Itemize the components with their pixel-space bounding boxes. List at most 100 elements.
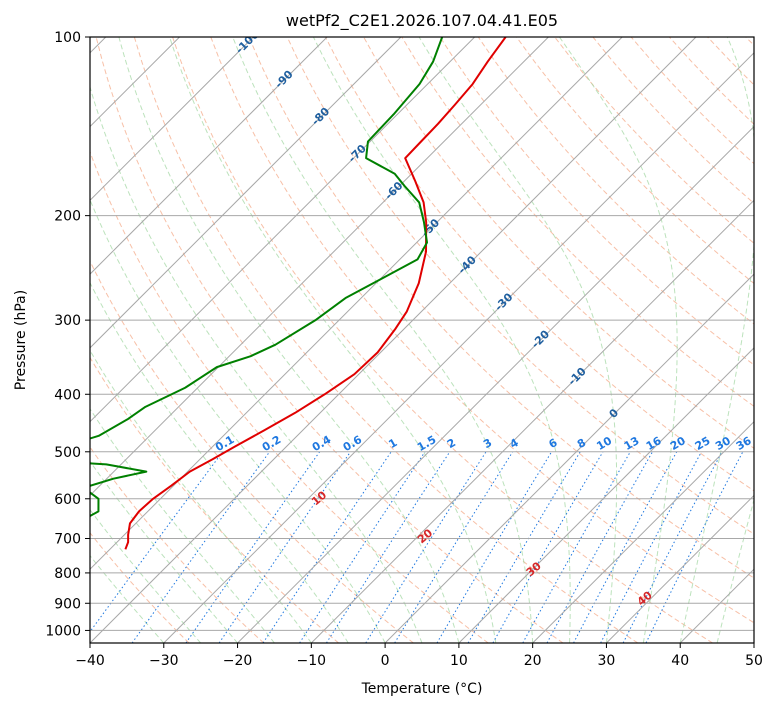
- moist-adiabat-line: [679, 37, 754, 643]
- x-tick-label: 40: [671, 653, 689, 669]
- isotherm-line: [90, 37, 254, 202]
- moist-adiabat-line: [90, 198, 386, 643]
- dry-adiabat-line: [324, 37, 754, 492]
- isotherm-line: [753, 642, 754, 643]
- mixing-ratio-line: [467, 451, 581, 643]
- temperature-profile: [124, 37, 507, 550]
- y-tick-label: 700: [54, 532, 81, 548]
- x-axis-label: Temperature (°C): [361, 681, 483, 697]
- x-tick-label: −30: [149, 653, 179, 669]
- mixing-ratio-label: 16: [644, 434, 664, 453]
- mixing-ratio-label: 36: [734, 434, 754, 453]
- mixing-ratio-label: 8: [575, 436, 588, 451]
- moist-adiabat-line: [90, 85, 423, 643]
- dry-adiabat-line: [516, 37, 754, 285]
- moist-adiabat-line: [90, 460, 238, 643]
- dry-adiabat-line: [90, 532, 190, 643]
- isotherm-line: [679, 568, 754, 643]
- x-tick-label: −10: [297, 653, 327, 669]
- dry-adiabat-line: [95, 37, 564, 643]
- mixing-ratio-line: [622, 451, 723, 643]
- mixing-ratio-line: [522, 451, 631, 643]
- dry-adiabat-line: [172, 37, 713, 643]
- isotherm-line: [163, 52, 754, 643]
- isotherm-label: -100: [233, 28, 262, 57]
- isotherm-line: [606, 494, 754, 643]
- isotherm-line: [90, 37, 402, 349]
- mixing-ratio-line: [645, 451, 744, 643]
- isotherm-line: [90, 37, 328, 275]
- dry-adiabat-line: [90, 356, 339, 643]
- mixing-ratio-line: [546, 451, 653, 643]
- x-tick-label: −20: [223, 653, 253, 669]
- x-axis: −40 −30 −20 −10 0 10 20 30 40 50: [75, 643, 763, 669]
- adiabat-label: 30: [524, 559, 544, 579]
- x-tick-label: −40: [75, 653, 105, 669]
- plot-frame: [89, 36, 755, 644]
- dry-adiabat-line: [707, 37, 754, 86]
- isotherm-line: [90, 37, 476, 423]
- mixing-ratio-label: 30: [713, 434, 733, 453]
- moist-adiabat-line: [716, 497, 754, 643]
- dry-adiabat-line: [554, 37, 754, 244]
- moist-adiabat-line: [90, 281, 349, 643]
- y-axis-label: Pressure (hPa): [13, 290, 29, 390]
- dry-adiabat-line: [745, 37, 754, 47]
- mixing-ratio-line: [365, 451, 487, 643]
- isotherm-line: [310, 199, 754, 643]
- x-tick-label: 20: [524, 653, 542, 669]
- y-tick-label: 1000: [45, 623, 81, 639]
- x-tick-label: 10: [450, 653, 468, 669]
- chart-title: wetPf2_C2E1.2026.107.04.41.E05: [286, 11, 558, 31]
- mixing-ratio-label: 2: [445, 436, 458, 451]
- isotherm-line: [90, 37, 549, 497]
- mixing-ratio-label: 3: [481, 436, 494, 451]
- dry-adiabat-line: [210, 37, 754, 624]
- y-tick-label: 900: [54, 596, 81, 612]
- mixing-ratio-label: 1.5: [415, 433, 438, 454]
- dry-adiabat-line: [363, 37, 754, 449]
- mixing-ratio-label: 0.4: [310, 433, 334, 454]
- mixing-ratio-label: 6: [547, 436, 560, 451]
- mixing-ratio-line: [573, 451, 678, 643]
- y-tick-label: 400: [54, 387, 81, 403]
- dry-adiabat-line: [90, 259, 414, 643]
- moist-adiabat-line: [232, 37, 534, 643]
- mixing-ratio-label: 10: [594, 434, 614, 453]
- isotherm-line: [237, 125, 754, 643]
- isotherm-line: [532, 420, 754, 643]
- mixing-ratio-label: 1: [386, 436, 399, 451]
- y-tick-label: 100: [54, 30, 81, 46]
- x-tick-label: 0: [381, 653, 390, 669]
- isotherm-line: [384, 273, 754, 643]
- mixing-ratio-line: [218, 451, 351, 643]
- mixing-ratio-line: [185, 451, 321, 643]
- mixing-ratio-line: [600, 451, 702, 643]
- dry-adiabat-line: [133, 37, 639, 643]
- dry-adiabat-line: [592, 37, 754, 204]
- y-tick-label: 500: [54, 445, 81, 461]
- dry-adiabat-line: [668, 37, 754, 125]
- mixing-ratio-label: 4: [508, 436, 521, 451]
- moist-adiabat-line: [90, 508, 202, 643]
- x-tick-label: 30: [598, 653, 616, 669]
- isotherm-line: [90, 37, 697, 643]
- moist-adiabat-line: [312, 37, 571, 643]
- grid-layer: [90, 37, 754, 643]
- dry-adiabat-line: [248, 37, 754, 579]
- y-tick-label: 800: [54, 566, 81, 582]
- isotherm-line: [458, 347, 754, 643]
- y-tick-label: 300: [54, 313, 81, 329]
- moist-adiabat-line: [559, 37, 678, 643]
- moist-adiabat-line: [169, 37, 497, 643]
- moist-adiabat-line: [418, 37, 618, 643]
- y-tick-label: 200: [54, 209, 81, 225]
- y-tick-label: 600: [54, 492, 81, 508]
- mixing-ratio-label: 13: [622, 434, 642, 453]
- dry-adiabat-line: [90, 446, 265, 643]
- mixing-ratio-label: 0.1: [213, 433, 236, 454]
- moist-adiabat-line: [90, 407, 275, 643]
- mixing-ratio-line: [131, 451, 270, 643]
- mixing-ratio-line: [436, 451, 553, 643]
